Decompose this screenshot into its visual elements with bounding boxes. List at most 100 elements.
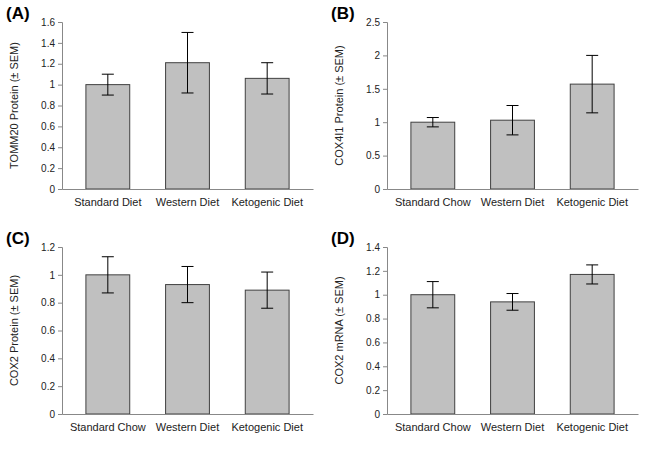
error-bar xyxy=(261,272,273,308)
tick-mark xyxy=(58,247,62,248)
y-tick: 0 xyxy=(374,409,387,420)
tick-label: 1.5 xyxy=(366,84,380,95)
marks xyxy=(86,32,289,189)
tick-mark xyxy=(383,22,387,23)
tick-label: 0.2 xyxy=(366,385,380,396)
tick-label: 1 xyxy=(374,117,380,128)
bar xyxy=(491,302,535,414)
x-tick: Ketogenic Diet xyxy=(231,189,303,208)
y-tick: 1.4 xyxy=(366,242,387,253)
axis-line xyxy=(63,189,314,190)
error-stem xyxy=(512,294,513,311)
panel: 00.20.40.60.811.2Standard ChowWestern Di… xyxy=(8,242,314,434)
panel-label: (C) xyxy=(6,229,30,248)
error-cap xyxy=(102,74,114,75)
error-bar xyxy=(586,55,598,112)
x-tick: Western Diet xyxy=(156,414,219,433)
tick-label: 2 xyxy=(374,50,380,61)
error-cap xyxy=(586,264,598,265)
tick-mark xyxy=(383,319,387,320)
bar xyxy=(245,290,289,414)
x-axis: Standard ChowWestern DietKetogenic Diet xyxy=(63,414,314,433)
error-cap xyxy=(182,32,194,33)
y-tick: 0.4 xyxy=(366,361,387,372)
y-axis: 00.511.522.5 xyxy=(366,17,387,195)
y-tick: 1.2 xyxy=(41,58,62,69)
error-cap xyxy=(261,308,273,309)
bar xyxy=(411,295,455,414)
error-cap xyxy=(586,112,598,113)
bar xyxy=(166,285,210,414)
y-tick: 1 xyxy=(374,289,387,300)
x-tick: Standard Chow xyxy=(70,414,146,433)
tick-label: Standard Chow xyxy=(395,196,471,208)
tick-label: 0.6 xyxy=(366,337,380,348)
tick-label: Ketogenic Diet xyxy=(556,421,628,433)
tick-label: 1.6 xyxy=(41,17,55,28)
tick-label: Standard Chow xyxy=(395,421,471,433)
error-cap xyxy=(102,256,114,257)
tick-label: 0.8 xyxy=(41,297,55,308)
tick-label: Western Diet xyxy=(481,196,544,208)
error-cap xyxy=(261,62,273,63)
y-tick: 2 xyxy=(374,50,387,61)
tick-mark xyxy=(58,106,62,107)
figure: 0 0.2 0.4 0.6 0.8 1 1.2 1.4 1.6 Standard Diet West… xyxy=(0,0,650,450)
error-stem xyxy=(107,257,108,293)
tick-label: 1.2 xyxy=(366,266,380,277)
tick-mark xyxy=(58,414,62,415)
tick-mark xyxy=(383,55,387,56)
x-axis: Standard Chow Western Diet Ketogenic Diet xyxy=(388,189,639,208)
error-cap xyxy=(182,302,194,303)
tick-label: 0.4 xyxy=(366,361,380,372)
y-axis: 00.20.40.60.811.2 xyxy=(41,242,62,420)
y-tick: 1.2 xyxy=(41,242,62,253)
tick-label: 1.4 xyxy=(41,38,55,49)
error-cap xyxy=(507,310,519,311)
tick-label: Western Diet xyxy=(156,421,219,433)
error-bar xyxy=(427,282,439,308)
tick-label: 0 xyxy=(374,409,380,420)
error-bar xyxy=(102,74,114,95)
y-tick: 0 xyxy=(49,409,62,420)
tick-mark xyxy=(383,295,387,296)
tick-mark xyxy=(58,168,62,169)
x-tick: Standard Chow xyxy=(395,189,471,208)
tick-mark xyxy=(383,89,387,90)
error-cap xyxy=(182,92,194,93)
tick-mark xyxy=(58,303,62,304)
marks xyxy=(411,55,614,189)
error-cap xyxy=(507,105,519,106)
tick-label: Ketogenic Diet xyxy=(556,196,628,208)
tick-label: 0.2 xyxy=(41,381,55,392)
y-tick: 1.4 xyxy=(41,38,62,49)
y-tick: 1.2 xyxy=(366,266,387,277)
x-tick: Western Diet xyxy=(481,189,544,208)
tick-mark xyxy=(58,85,62,86)
tick-label: Standard Diet xyxy=(74,196,141,208)
error-cap xyxy=(102,95,114,96)
tick-mark xyxy=(383,156,387,157)
error-cap xyxy=(427,117,439,118)
axis-line xyxy=(58,23,63,190)
tick-label: 1.4 xyxy=(366,242,380,253)
error-bar xyxy=(182,32,194,93)
y-tick: 0.6 xyxy=(366,337,387,348)
tick-mark xyxy=(58,147,62,148)
tick-mark xyxy=(383,414,387,415)
y-tick: 0.5 xyxy=(366,150,387,161)
x-tick: Ketogenic Diet xyxy=(556,189,628,208)
error-stem xyxy=(187,266,188,302)
error-cap xyxy=(507,293,519,294)
tick-mark xyxy=(58,386,62,387)
marks xyxy=(411,265,614,414)
error-cap xyxy=(182,266,194,267)
tick-label: 0 xyxy=(49,184,55,195)
y-tick: 0.8 xyxy=(41,100,62,111)
bar xyxy=(245,78,289,189)
axis-line xyxy=(388,189,639,190)
y-tick: 2.5 xyxy=(366,17,387,28)
error-stem xyxy=(432,282,433,308)
error-stem xyxy=(432,118,433,127)
panel-label: (D) xyxy=(331,229,355,248)
